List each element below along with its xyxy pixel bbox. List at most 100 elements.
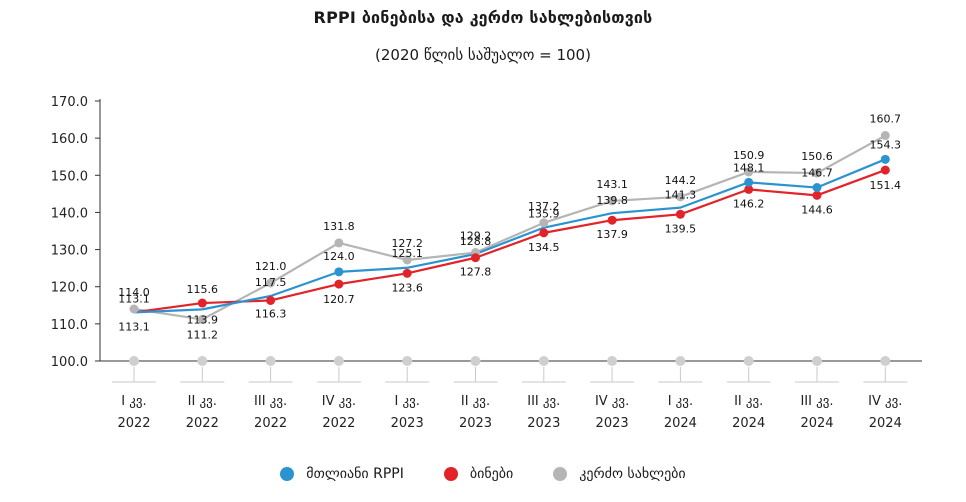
x-tick-label-year: 2024 [664,416,697,431]
data-label-0: 139.8 [596,194,628,207]
series-line-1 [133,169,886,314]
data-label-2: 160.7 [870,113,902,126]
x-baseline-marker [470,356,481,366]
x-tick-label-year: 2024 [732,416,765,431]
data-label-0: 128.8 [460,235,492,248]
series-point-1 [334,279,344,289]
x-baseline-marker [675,356,686,366]
series-point-1 [880,165,890,175]
series-point-1 [675,209,685,219]
data-label-1: 146.2 [733,197,765,210]
data-label-0: 135.9 [528,208,560,221]
series-point-0 [744,177,754,187]
legend-swatch [553,467,568,481]
data-label-1: 123.6 [391,281,423,294]
series-point-2 [812,168,822,178]
series-point-1 [197,298,207,308]
data-label-2: 129.2 [460,230,492,243]
series-point-2 [744,167,754,177]
x-tick-label-quarter: I კვ. [668,394,693,409]
data-label-2: 114.0 [118,286,150,299]
series-line-0 [133,158,886,314]
chart-legend: მთლიანი RPPI ბინები კერძო სახლები [0,466,966,482]
data-label-0: 113.1 [118,320,150,333]
y-tick-label: 160.0 [51,132,88,147]
x-baseline-marker [812,356,822,366]
y-tick-label: 170.0 [51,95,88,110]
y-tick-label: 110.0 [51,318,88,333]
data-label-2: 150.9 [733,149,765,162]
data-label-0: 148.1 [733,161,765,174]
series-point-2 [539,218,549,228]
x-tick-label-quarter: II კვ. [734,394,763,409]
data-label-1: 151.4 [870,179,902,192]
legend-item-2: კერძო სახლები [553,466,686,482]
legend-item-0: მთლიანი RPPI [280,466,404,482]
series-point-2 [675,192,685,202]
series-point-2 [334,238,344,248]
series-point-1 [744,184,754,194]
series-point-1 [266,295,276,305]
line-chart: 100.0 110.0 120.0 130.0 140.0 150.0 160.0 170.0… [51,95,922,431]
series-point-1 [402,268,412,278]
x-baseline-marker [402,356,413,366]
x-tick-label-year: 2022 [254,416,287,431]
data-label-0: 146.7 [801,167,833,180]
data-label-0: 113.9 [187,313,219,326]
y-tick-label: 140.0 [51,206,88,221]
series-point-0 [880,154,890,164]
x-tick-label-year: 2024 [800,416,833,431]
y-tick-label: 100.0 [51,355,88,370]
series-point-1 [812,190,822,200]
chart-subtitle: (2020 წლის საშუალო = 100) [375,46,591,64]
series-point-0 [334,267,344,277]
legend-swatch [443,467,458,481]
series-point-2 [607,196,617,206]
legend-swatch [280,467,295,481]
chart-title: RPPI ბინებისა და კერძო სახლებისთვის [313,8,653,27]
x-baseline-marker [538,356,549,366]
data-label-0: 125.1 [391,247,423,260]
x-tick-label-quarter: II კვ. [188,394,217,409]
x-baseline-marker [743,356,754,366]
data-label-0: 124.0 [323,250,355,263]
series-point-2 [129,304,139,314]
data-label-1: 139.5 [665,222,697,235]
data-label-1: 127.8 [460,266,492,279]
data-label-2: 150.6 [801,150,833,163]
series-point-0 [812,183,822,193]
x-tick-label-year: 2022 [322,416,355,431]
x-baseline-marker [607,356,618,366]
series-point-1 [471,253,480,263]
x-tick-label-year: 2023 [596,416,629,431]
series-point-1 [539,228,549,238]
x-tick-label-quarter: I კვ. [394,394,419,409]
x-tick-label-quarter: III კვ. [527,394,560,409]
data-label-1: 113.1 [118,292,150,305]
data-label-2: 127.2 [391,237,423,250]
data-label-0: 154.3 [870,138,902,151]
data-label-0: 141.3 [665,189,697,202]
x-tick-label-quarter: III კვ. [254,394,287,409]
x-tick-label-year: 2024 [869,416,902,431]
data-label-2: 121.0 [255,260,287,273]
legend-item-1: ბინები [443,466,513,482]
x-baseline-marker [265,356,276,366]
data-label-1: 116.3 [255,307,287,320]
y-tick-label: 150.0 [51,169,88,184]
y-tick-label: 120.0 [51,281,88,296]
series-point-2 [402,255,412,265]
x-tick-label-quarter: II კვ. [461,394,490,409]
x-tick-label-quarter: IV კვ. [322,394,356,409]
data-label-2: 111.2 [187,328,219,341]
data-label-0: 117.5 [255,276,287,289]
data-label-2: 137.2 [528,200,560,213]
x-baseline-marker [197,356,208,366]
series-point-2 [197,314,207,324]
legend-label: მთლიანი RPPI [306,466,404,482]
data-label-2: 131.8 [323,220,355,233]
x-tick-label-quarter: I კვ. [121,394,146,409]
data-label-1: 115.6 [187,283,219,296]
data-label-1: 134.5 [528,241,560,254]
data-label-2: 144.2 [665,174,697,187]
